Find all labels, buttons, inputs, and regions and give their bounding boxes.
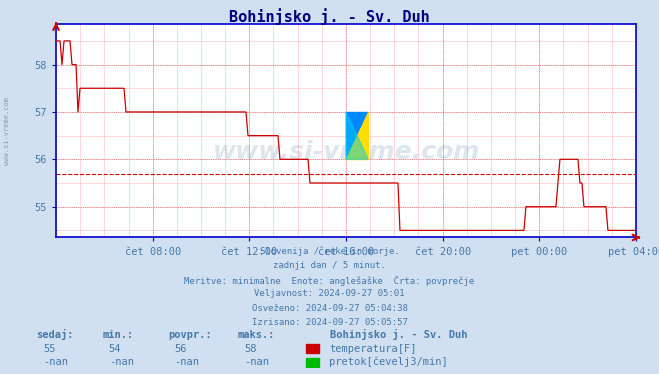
Bar — [306, 344, 320, 353]
Text: Izrisano: 2024-09-27 05:05:57: Izrisano: 2024-09-27 05:05:57 — [252, 318, 407, 327]
Text: -nan: -nan — [244, 357, 269, 367]
Text: Osveženo: 2024-09-27 05:04:38: Osveženo: 2024-09-27 05:04:38 — [252, 304, 407, 313]
Polygon shape — [346, 112, 368, 159]
Text: Meritve: minimalne  Enote: anglešaške  Črta: povprečje: Meritve: minimalne Enote: anglešaške Črt… — [185, 275, 474, 286]
Polygon shape — [346, 112, 368, 159]
Bar — [306, 358, 320, 367]
Text: Bohinjsko j. - Sv. Duh: Bohinjsko j. - Sv. Duh — [330, 329, 467, 340]
Text: maks.:: maks.: — [237, 331, 275, 340]
Text: zadnji dan / 5 minut.: zadnji dan / 5 minut. — [273, 261, 386, 270]
Text: sedaj:: sedaj: — [36, 329, 74, 340]
Text: min.:: min.: — [102, 331, 133, 340]
Text: -nan: -nan — [43, 357, 68, 367]
Text: -nan: -nan — [109, 357, 134, 367]
Text: Slovenija / reke in morje.: Slovenija / reke in morje. — [260, 247, 399, 256]
Text: 58: 58 — [244, 344, 256, 353]
Polygon shape — [346, 112, 368, 159]
Text: 55: 55 — [43, 344, 55, 353]
Text: -nan: -nan — [175, 357, 200, 367]
Text: pretok[čevelj3/min]: pretok[čevelj3/min] — [330, 356, 448, 367]
Text: www.si-vreme.com: www.si-vreme.com — [3, 97, 10, 165]
Text: www.si-vreme.com: www.si-vreme.com — [212, 140, 480, 164]
Text: Bohinjsko j. - Sv. Duh: Bohinjsko j. - Sv. Duh — [229, 8, 430, 25]
Text: temperatura[F]: temperatura[F] — [330, 344, 417, 353]
Text: 54: 54 — [109, 344, 121, 353]
Text: 56: 56 — [175, 344, 187, 353]
Text: Veljavnost: 2024-09-27 05:01: Veljavnost: 2024-09-27 05:01 — [254, 289, 405, 298]
Text: povpr.:: povpr.: — [168, 331, 212, 340]
